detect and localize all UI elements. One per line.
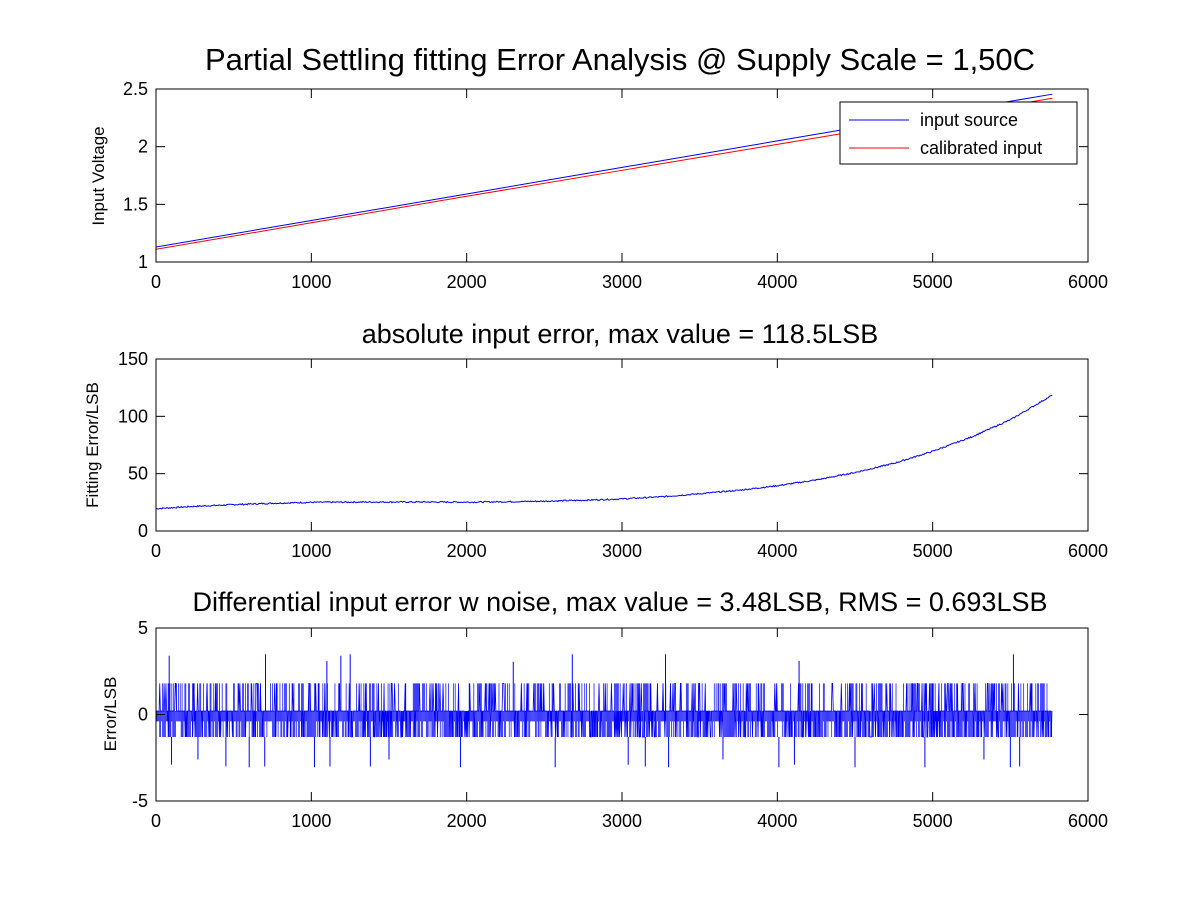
y-tick-label: 2 [138, 137, 148, 157]
x-tick-label: 2000 [447, 272, 487, 292]
x-tick-label: 5000 [913, 272, 953, 292]
x-tick-label: 2000 [447, 541, 487, 561]
data-layer [156, 394, 1053, 510]
y-tick-label: 1 [138, 252, 148, 272]
panel-3-title: Differential input error w noise, max va… [193, 587, 1048, 617]
y-tick-label: 0 [138, 521, 148, 541]
data-layer [156, 654, 1053, 768]
y-tick-label: -5 [132, 791, 148, 811]
x-tick-label: 4000 [757, 272, 797, 292]
legend-box [839, 101, 1078, 165]
x-tick-label: 1000 [291, 811, 331, 831]
x-tick-label: 2000 [447, 811, 487, 831]
legend-entry-0: input source [920, 110, 1018, 130]
panel-1-ylabel: Input Voltage [89, 126, 108, 225]
absolute-error-panel: absolute input error, max value = 118.5L… [83, 319, 1108, 561]
y-tick-label: 0 [138, 705, 148, 725]
x-tick-label: 4000 [757, 541, 797, 561]
y-tick-label: 5 [138, 618, 148, 638]
x-tick-label: 3000 [602, 541, 642, 561]
differential-error-panel: Differential input error w noise, max va… [101, 587, 1108, 831]
y-tick-label: 2.5 [123, 79, 148, 99]
x-tick-label: 3000 [602, 272, 642, 292]
y-tick-label: 50 [128, 464, 148, 484]
x-tick-label: 4000 [757, 811, 797, 831]
panel-3-plot-area: 0 1000 2000 3000 4000 5000 6000-505 [132, 618, 1108, 831]
input-voltage-panel: Partial Settling fitting Error Analysis … [89, 42, 1108, 292]
x-tick-label: 6000 [1068, 541, 1108, 561]
x-tick-label: 0 [151, 272, 161, 292]
legend-entry-1: calibrated input [920, 138, 1042, 158]
panel-2-plot-area: 0 1000 2000 3000 4000 5000 6000 0 50 100 150 [118, 349, 1108, 561]
x-tick-label: 6000 [1068, 811, 1108, 831]
x-tick-label: 0 [151, 811, 161, 831]
panel-2-title: absolute input error, max value = 118.5L… [362, 319, 879, 349]
panel-2-ylabel: Fitting Error/LSB [83, 382, 102, 508]
panel-3-ylabel: Error/LSB [101, 677, 120, 752]
x-tick-label: 5000 [913, 541, 953, 561]
x-tick-label: 3000 [602, 811, 642, 831]
y-tick-label: 150 [118, 349, 148, 369]
x-tick-label: 0 [151, 541, 161, 561]
x-tick-label: 6000 [1068, 272, 1108, 292]
x-tick-label: 1000 [291, 541, 331, 561]
panel-1-title: Partial Settling fitting Error Analysis … [205, 42, 1035, 77]
panel-1-plot-area: 0 1000 2000 3000 4000 5000 6000 1 1.5 2 2.5 input s… [123, 79, 1108, 292]
y-tick-label: 1.5 [123, 194, 148, 214]
series-line-0 [156, 394, 1053, 510]
y-tick-label: 100 [118, 406, 148, 426]
x-tick-label: 1000 [291, 272, 331, 292]
x-tick-label: 5000 [913, 811, 953, 831]
